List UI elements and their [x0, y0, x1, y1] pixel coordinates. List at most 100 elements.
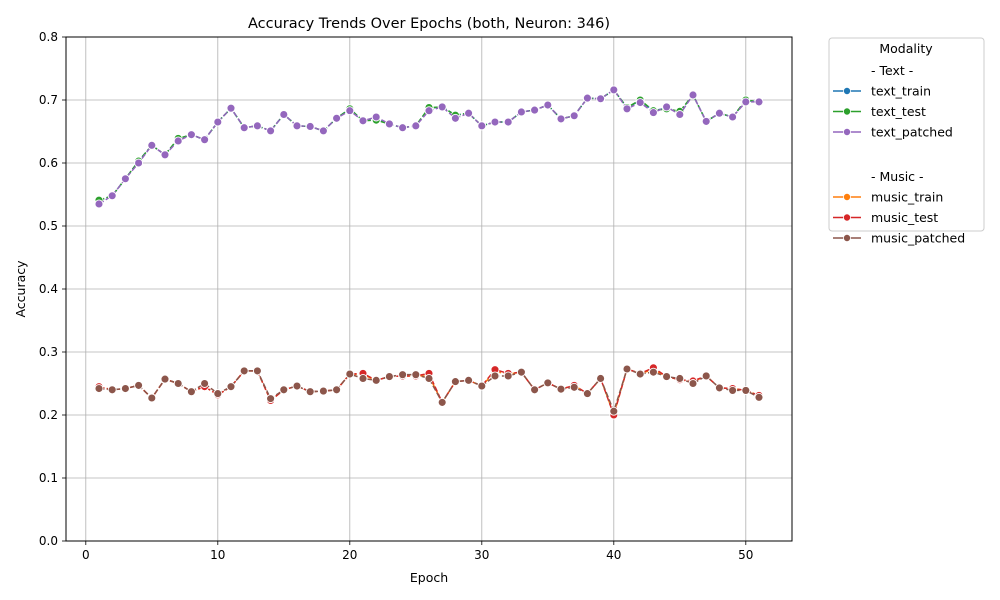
data-point [635, 369, 645, 379]
data-point [701, 116, 711, 126]
data-point [437, 102, 447, 112]
data-point [358, 116, 368, 126]
x-axis-label: Epoch [410, 570, 448, 585]
legend-label: text_patched [871, 125, 953, 140]
data-point [266, 394, 276, 404]
data-point [609, 406, 619, 416]
x-tick-label: 50 [738, 548, 753, 562]
data-point [120, 174, 130, 184]
data-point [543, 378, 553, 388]
data-point [371, 375, 381, 385]
legend-entry-text-train: text_train [833, 84, 931, 99]
data-point [398, 123, 408, 133]
y-tick-label: 0.5 [39, 219, 58, 233]
y-tick-label: 0.4 [39, 282, 58, 296]
legend-group-header-text: - Text - [871, 63, 913, 78]
data-point [675, 110, 685, 119]
legend-label: text_train [871, 84, 931, 99]
data-point [543, 100, 553, 110]
data-point [582, 389, 592, 399]
data-point [596, 374, 606, 383]
legend: Modality - Text - - Music - text_trainte… [828, 37, 985, 246]
data-point [200, 379, 210, 388]
series-music-patched [94, 364, 764, 416]
legend-group-header-music: - Music - [871, 169, 924, 184]
data-point [477, 381, 487, 391]
x-axis-ticks: 0 10 20 30 40 50 [82, 541, 753, 562]
x-tick-label: 0 [82, 548, 90, 562]
legend-marker [843, 107, 852, 116]
data-point [648, 367, 658, 377]
legend-entry-text-patched: text_patched [833, 125, 953, 140]
x-tick-label: 20 [342, 548, 357, 562]
data-point [728, 385, 738, 395]
data-point [648, 108, 658, 118]
data-point [701, 371, 711, 381]
data-point [318, 126, 328, 136]
legend-label: music_test [871, 210, 938, 225]
data-point [147, 140, 157, 150]
data-point [503, 371, 513, 381]
y-tick-label: 0.6 [39, 156, 58, 170]
data-point [173, 136, 183, 146]
data-point [213, 389, 223, 399]
legend-marker [843, 87, 852, 96]
data-point [741, 385, 751, 395]
data-point [622, 364, 632, 374]
data-point [279, 110, 289, 119]
data-point [107, 191, 117, 201]
data-point [596, 94, 606, 104]
data-point [503, 117, 513, 127]
y-tick-label: 0.1 [39, 471, 58, 485]
data-point [556, 114, 566, 124]
data-point [622, 104, 632, 114]
legend-entry-text-test: text_test [833, 104, 926, 119]
legend-label: music_train [871, 190, 943, 205]
data-point [345, 106, 355, 116]
y-tick-label: 0.2 [39, 408, 58, 422]
data-point [450, 113, 460, 123]
data-point [530, 105, 540, 115]
data-point [160, 150, 170, 160]
data-point [609, 85, 619, 95]
data-point [266, 126, 276, 136]
legend-label: music_patched [871, 231, 965, 246]
data-point [94, 199, 104, 209]
series-text-patched [94, 85, 764, 209]
x-tick-label: 40 [606, 548, 621, 562]
data-point [252, 366, 262, 376]
data-point [213, 117, 223, 127]
data-point [688, 379, 698, 388]
data-point [120, 384, 130, 393]
data-point [160, 374, 170, 384]
data-point [424, 374, 434, 383]
y-axis-ticks: 0.0 0.1 0.2 0.3 0.4 0.5 0.6 0.7 0.8 [39, 30, 66, 548]
legend-marker [843, 192, 852, 201]
data-point [226, 382, 236, 392]
chart-title: Accuracy Trends Over Epochs (both, Neuro… [248, 16, 610, 32]
data-point [464, 108, 474, 118]
data-point [477, 121, 487, 131]
legend-entries: text_train text_test text_patched music_tra… [833, 84, 965, 246]
legend-marker [843, 127, 852, 136]
data-point [635, 98, 645, 107]
data-point [305, 387, 315, 397]
data-point [147, 393, 157, 403]
data-point [252, 121, 262, 131]
data-point [345, 369, 355, 379]
data-point [464, 375, 474, 385]
y-tick-label: 0.3 [39, 345, 58, 359]
data-point [107, 385, 117, 395]
data-point [490, 371, 500, 381]
data-point [332, 385, 342, 395]
data-point [582, 93, 592, 103]
data-point [186, 130, 196, 140]
y-tick-label: 0.7 [39, 93, 58, 107]
data-point [200, 135, 210, 145]
legend-title: Modality [879, 41, 933, 56]
data-point [411, 121, 421, 131]
data-point [516, 367, 526, 377]
data-point [411, 370, 421, 380]
data-point [424, 106, 434, 116]
